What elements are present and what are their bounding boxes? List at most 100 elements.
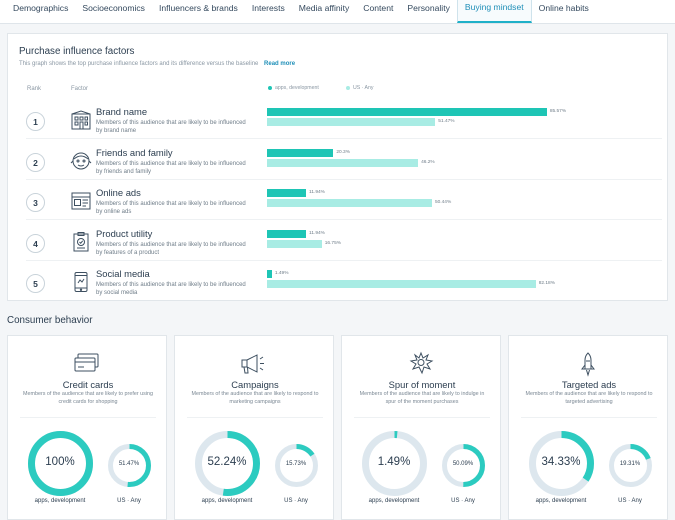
behavior-card-credit-cards: Credit cards Members of the audience tha… [7,335,167,520]
baseline-bar [267,159,419,167]
behavior-card-campaigns: Campaigns Members of the audience that a… [174,335,334,520]
card-divider [20,417,156,418]
tab-content[interactable]: Content [363,2,394,13]
panel-subtitle: This graph shows the top purchase influe… [19,61,295,67]
missile-icon [573,351,603,377]
rank-badge: 1 [26,112,45,131]
legend-baseline: US · Any [346,85,373,91]
baseline-ring [274,443,318,487]
factor-name: Social media [96,268,150,279]
card-divider [521,417,657,418]
baseline-ring-caption: US · Any [117,498,141,504]
rank-badge: 2 [26,153,45,172]
baseline-bar-label: 46.2% [421,160,435,165]
audience-ring-value: 100% [45,456,75,468]
audience-bar-label: 1.49% [274,271,289,276]
tab-media-affinity[interactable]: Media affinity [298,2,350,13]
audience-ring [27,430,93,496]
baseline-ring-caption: US · Any [284,498,308,504]
phone-icon [70,271,92,293]
baseline-ring-caption: US · Any [451,498,475,504]
baseline-bar-label: 82.18% [538,281,555,286]
baseline-ring-value: 19.31% [619,461,641,467]
tab-personality[interactable]: Personality [407,2,450,13]
baseline-ring-fill [274,443,318,487]
factor-row: 4 Product utility Members of this audien… [8,227,669,263]
legend-audience: apps, development [268,85,319,91]
behavior-description: Members of the audience that are likely … [359,391,485,405]
audience-ring-fill [27,430,93,496]
audience-bar [267,230,307,238]
audience-ring-fill [361,430,427,496]
rank-badge: 5 [26,274,45,293]
tab-influencers-brands[interactable]: Influencers & brands [158,2,238,13]
baseline-ring-fill [608,443,652,487]
audience-ring-value: 34.33% [541,456,581,468]
factor-column-header: Factor [71,86,89,92]
legend-audience-label: apps, development [275,85,319,91]
baseline-ring-value: 51.47% [118,461,140,467]
tab-interests[interactable]: Interests [251,2,285,13]
factor-name: Friends and family [96,147,173,158]
baseline-bar [267,199,432,207]
baseline-bar [267,240,322,248]
baseline-ring-fill [107,443,151,487]
behavior-name: Targeted ads [561,379,617,390]
baseline-bar [267,118,436,126]
factor-row: 3 Online ads Members of this audience th… [8,186,669,222]
baseline-bar-label: 16.75% [324,241,342,246]
explosion-icon [406,351,436,377]
factor-description: Members of this audience that are likely… [96,120,246,134]
factor-name: Online ads [96,187,141,198]
tab-buying-mindset[interactable]: Buying mindset [456,0,532,23]
baseline-ring-value: 50.09% [452,461,474,467]
audience-ring [194,430,260,496]
behavior-name: Credit cards [62,379,114,390]
behavior-name: Spur of moment [388,379,456,390]
read-more-link[interactable]: Read more [264,61,296,67]
factor-row: 5 Social media Members of this audience … [8,267,669,303]
factor-name: Brand name [96,106,148,117]
audience-bar-label: 20.3% [336,150,350,155]
factor-description: Members of this audience that are likely… [96,201,246,215]
baseline-ring [107,443,151,487]
baseline-ring [441,443,485,487]
audience-bar [267,189,307,197]
browser-icon [70,190,92,212]
behavior-description: Members of the audience that are likely … [22,391,154,405]
factor-row: 2 Friends and family Members of this aud… [8,146,669,182]
rank-badge: 3 [26,193,45,212]
tab-bar: Demographics Socioeconomics Influencers & … [0,0,675,24]
factor-description: Members of this audience that are likely… [96,282,246,296]
baseline-ring-fill [441,443,485,487]
audience-ring-value: 1.49% [377,456,411,468]
audience-ring-fill [528,430,594,496]
credit-card-icon [72,351,102,377]
behavior-description: Members of the audience that are likely … [525,391,653,405]
row-divider [26,179,662,180]
card-divider [354,417,490,418]
behavior-description: Members of the audience that are likely … [191,391,319,405]
panel-subtitle-text: This graph shows the top purchase influe… [19,61,259,67]
behavior-card-targeted-ads: Targeted ads Members of the audience tha… [508,335,668,520]
audience-ring-value: 52.24% [207,456,247,468]
tab-demographics[interactable]: Demographics [13,2,69,13]
audience-bar-label: 85.57% [549,109,567,114]
row-divider [26,138,662,139]
card-divider [187,417,323,418]
factor-name: Product utility [96,228,153,239]
audience-bar-label: 11.94% [309,190,325,195]
row-divider [26,219,662,220]
audience-ring-caption: apps, development [34,498,86,504]
audience-ring-fill [194,430,260,496]
baseline-bar-label: 50.44% [434,200,452,205]
tab-socioeconomics[interactable]: Socioeconomics [82,2,145,13]
panel-title: Purchase influence factors [19,46,135,57]
baseline-ring-value: 15.73% [285,461,307,467]
behavior-card-spur-of-moment: Spur of moment Members of the audience t… [341,335,501,520]
factor-description: Members of this audience that are likely… [96,242,246,256]
audience-bar-label: 11.94% [309,231,325,236]
tab-online-habits[interactable]: Online habits [538,2,589,13]
legend-baseline-label: US · Any [353,85,374,91]
baseline-ring-caption: US · Any [618,498,642,504]
